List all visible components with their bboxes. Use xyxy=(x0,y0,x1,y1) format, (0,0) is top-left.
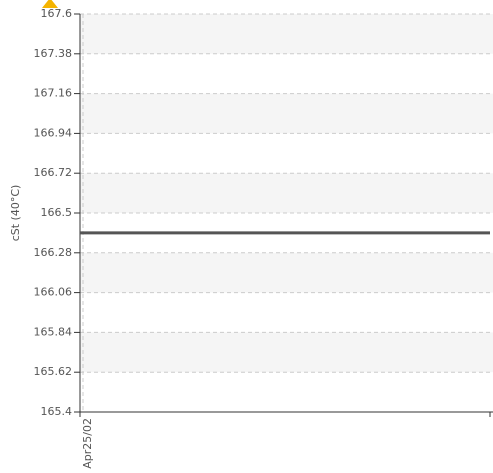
y-tick-label: 165.84 xyxy=(34,325,73,338)
x-tick-label: Apr25/02 xyxy=(491,418,493,469)
grid-band xyxy=(80,332,493,373)
y-tick-label: 166.5 xyxy=(41,206,73,219)
y-tick-label: 167.16 xyxy=(34,87,73,100)
y-tick-label: 166.94 xyxy=(34,126,73,139)
y-tick-label: 166.28 xyxy=(34,246,73,259)
grid-band xyxy=(80,173,493,213)
grid-band xyxy=(80,14,493,54)
x-tick-label: Apr25/02 xyxy=(81,418,94,469)
y-tick-label: 165.62 xyxy=(34,365,73,378)
y-axis-label: cSt (40°C) xyxy=(9,185,22,242)
y-tick-label: 167.6 xyxy=(41,7,73,20)
grid-band xyxy=(80,93,493,134)
y-tick-label: 167.38 xyxy=(34,47,73,60)
y-tick-label: 166.06 xyxy=(34,286,73,299)
y-tick-label: 165.4 xyxy=(41,405,73,418)
grid-band xyxy=(80,252,493,293)
y-tick-label: 166.72 xyxy=(34,166,73,179)
warning-icon xyxy=(42,0,58,8)
